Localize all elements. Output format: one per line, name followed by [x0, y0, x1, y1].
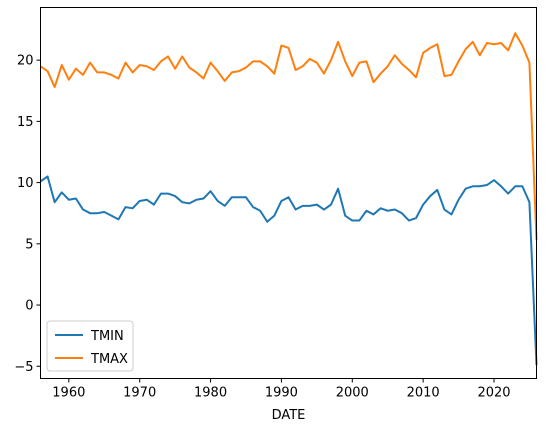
x-tick-label: 2010	[407, 386, 440, 401]
x-axis: 1960 1970 1980 1990 2000 2010 2020	[52, 378, 511, 401]
series-line-tmin	[39, 175, 538, 366]
legend-label-tmin: TMIN	[90, 329, 124, 344]
y-tick-label: 20	[17, 54, 34, 69]
y-axis: −5 0 5 10 15 20	[14, 54, 41, 375]
x-tick-label: 1980	[194, 386, 227, 401]
x-tick-label: 1970	[123, 386, 156, 401]
y-tick-label: −5	[14, 360, 33, 375]
y-tick-label: 10	[17, 176, 34, 191]
series-line-tmax	[39, 32, 538, 241]
y-tick-label: 5	[25, 237, 33, 252]
y-tick-label: 0	[25, 299, 33, 314]
x-tick-label: 1960	[52, 386, 85, 401]
legend: TMIN TMAX	[46, 320, 134, 372]
y-tick-label: 15	[17, 115, 34, 130]
x-tick-label: 1990	[265, 386, 298, 401]
legend-label-tmax: TMAX	[90, 352, 128, 367]
x-tick-label: 2020	[477, 386, 510, 401]
x-axis-label: DATE	[272, 408, 306, 423]
x-tick-label: 2000	[336, 386, 369, 401]
plot-frame	[40, 7, 537, 379]
plot-lines	[39, 32, 538, 366]
